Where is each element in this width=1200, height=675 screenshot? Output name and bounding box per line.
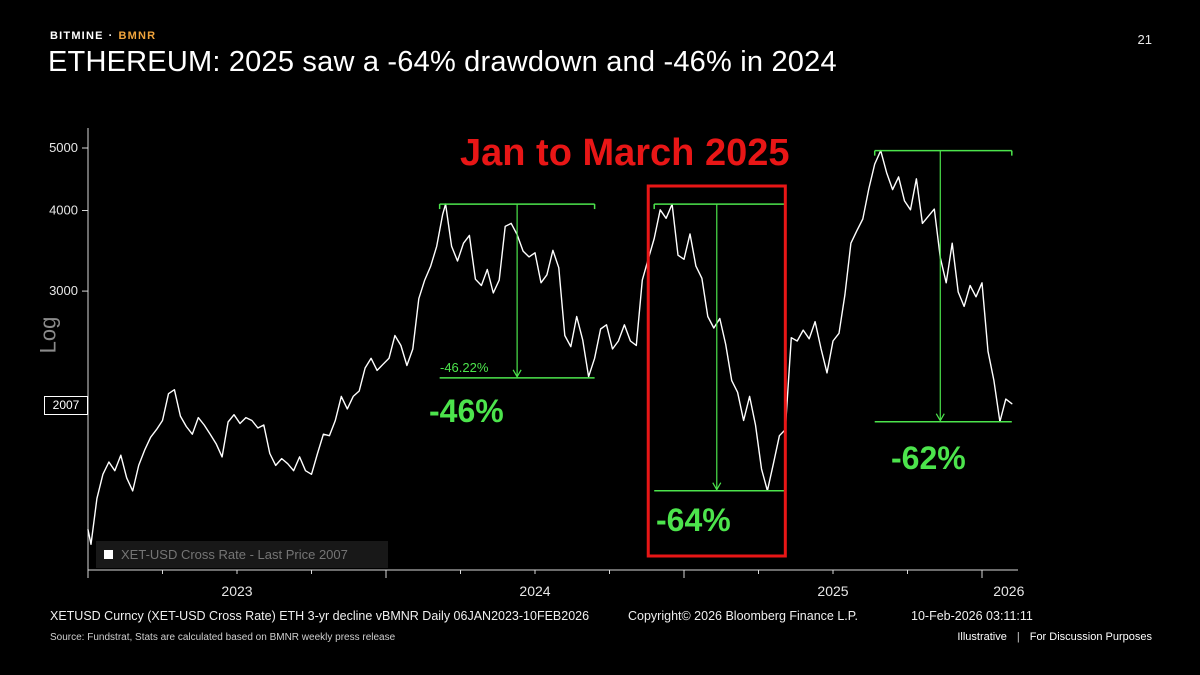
y-axis-log-label: Log xyxy=(35,316,61,354)
disclaimer-separator: | xyxy=(1016,631,1020,643)
drawdown-46-detail-label: -46.22% xyxy=(440,360,489,375)
page-number: 21 xyxy=(1137,32,1152,47)
brand-separator: · xyxy=(108,30,114,42)
highlight-box xyxy=(646,184,787,558)
disclaimer: Illustrative | For Discussion Purposes xyxy=(957,631,1152,643)
disclaimer-illustrative: Illustrative xyxy=(957,631,1007,643)
price-line xyxy=(87,149,1013,545)
disclaimer-purpose: For Discussion Purposes xyxy=(1029,631,1152,643)
brand: BITMINE · BMNR xyxy=(50,30,156,42)
drawdown-46-label: -46% xyxy=(429,393,504,429)
x-tick-label: 2024 xyxy=(519,583,550,599)
x-tick-label: 2026 xyxy=(993,583,1024,599)
brand-bitmine: BITMINE xyxy=(50,30,104,42)
drawdown-62-label: -62% xyxy=(891,440,966,476)
x-tick-label: 2023 xyxy=(221,583,252,599)
slide-title: ETHEREUM: 2025 saw a -64% drawdown and -… xyxy=(48,46,837,78)
footer-timestamp: 10-Feb-2026 03:11:11 xyxy=(911,609,1033,623)
footer-query-string: XETUSD Curncy (XET-USD Cross Rate) ETH 3… xyxy=(50,609,590,623)
y-tick-label: 5000 xyxy=(49,140,78,155)
x-tick-label: 2025 xyxy=(817,583,848,599)
y-tick-label: 4000 xyxy=(49,203,78,218)
drawdown-arrow-head xyxy=(712,482,722,491)
source-note: Source: Fundstrat, Stats are calculated … xyxy=(50,632,396,643)
legend-square-marker xyxy=(104,550,113,559)
drawdown-arrow-head xyxy=(512,369,522,379)
drawdown-64-label: -64% xyxy=(656,502,731,538)
callout-jan-to-march-2025: Jan to March 2025 xyxy=(460,132,790,174)
brand-ticker-bmnr: BMNR xyxy=(118,30,157,42)
legend-label: XET-USD Cross Rate - Last Price 2007 xyxy=(121,547,348,562)
y-tick-label: 3000 xyxy=(49,283,78,298)
drawdown-arrow-head xyxy=(935,413,945,422)
last-price-label: 2007 xyxy=(44,396,88,415)
footer-copyright: Copyright© 2026 Bloomberg Finance L.P. xyxy=(628,609,858,623)
chart-legend: XET-USD Cross Rate - Last Price 2007 xyxy=(96,541,388,568)
